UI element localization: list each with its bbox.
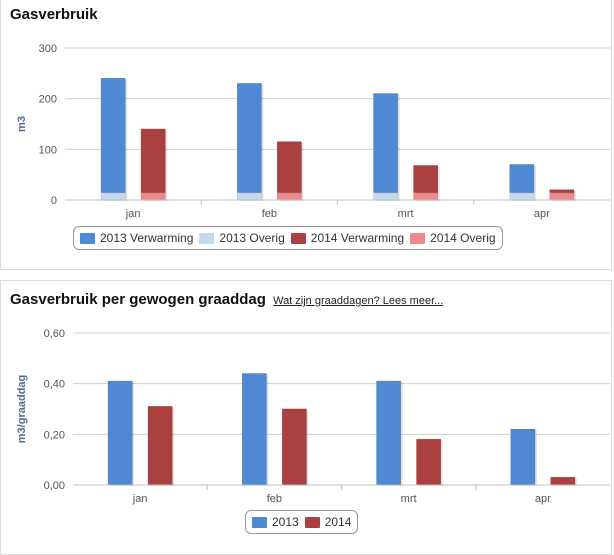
bar-2013-apr — [510, 429, 536, 486]
gasverbruik-chart: 0 100 200 300 m3 jan feb mrt apr — [16, 43, 610, 220]
graaddag-chart: 0,00 0,20 0,40 0,60 m3/graaddag jan feb mrt apr — [16, 328, 610, 505]
legend-item-2014-verwarming[interactable]: 2014 Verwarming — [290, 231, 405, 245]
bar-2014-verwarming-feb — [277, 141, 302, 193]
bar-2013-overig-feb — [237, 192, 262, 201]
legend-label: 2014 Verwarming — [310, 231, 405, 245]
x-tick-label: jan — [125, 208, 141, 220]
legend-swatch — [80, 232, 95, 244]
graaddag-panel: Gasverbruik per gewogen graaddag Wat zij… — [0, 280, 612, 555]
y-tick-label: 0 — [51, 195, 57, 207]
chart2-title: Gasverbruik per gewogen graaddag Wat zij… — [10, 291, 443, 308]
legend-label: 2013 Overig — [219, 231, 285, 245]
bar-2014-feb — [282, 408, 307, 486]
legend-swatch — [410, 232, 426, 244]
legend-item-2013-overig[interactable]: 2013 Overig — [199, 231, 285, 245]
chart2-legend: 2013 2014 — [245, 510, 359, 534]
y-tick-label: 300 — [39, 43, 57, 55]
x-tick-label: apr — [534, 208, 550, 220]
x-tick-label: jan — [132, 493, 148, 505]
legend-swatch — [290, 232, 306, 244]
bar-2014-verwarming-apr — [549, 189, 575, 193]
legend-label: 2013 — [272, 515, 299, 529]
bar-2013-verwarming-mrt — [373, 93, 398, 193]
x-tick-label: mrt — [398, 208, 414, 220]
bar-2014-overig-mrt — [413, 192, 438, 201]
bar-2014-verwarming-jan — [140, 128, 166, 193]
chart1-title: Gasverbruik — [10, 6, 98, 23]
y-tick-label: 0,60 — [44, 328, 65, 340]
x-tick-label: apr — [535, 493, 551, 505]
bar-2014-overig-feb — [277, 192, 302, 201]
bar-2013-jan — [107, 380, 133, 486]
legend-swatch — [199, 232, 215, 244]
bar-2014-overig-jan — [140, 192, 166, 201]
chart2-title-text: Gasverbruik per gewogen graaddag — [10, 291, 266, 308]
bar-2013-overig-apr — [509, 192, 535, 201]
bar-2014-apr — [550, 477, 576, 486]
y-tick-label: 0,20 — [44, 429, 65, 441]
legend-swatch — [252, 516, 267, 528]
x-tick-label: mrt — [401, 493, 417, 505]
bar-2013-overig-jan — [100, 192, 126, 201]
y-axis-label: m3/graaddag — [16, 375, 28, 443]
y-axis-label: m3 — [16, 116, 28, 132]
y-tick-label: 200 — [39, 94, 57, 106]
y-tick-label: 0,00 — [44, 480, 65, 492]
gasverbruik-panel: Gasverbruik 0 100 200 300 m3 jan feb mrt apr 201… — [0, 0, 612, 270]
bar-2013-verwarming-feb — [237, 83, 262, 193]
x-tick-label: feb — [267, 493, 282, 505]
bar-2013-feb — [242, 373, 267, 486]
legend-item-2013[interactable]: 2013 — [252, 515, 299, 529]
legend-label: 2013 Verwarming — [100, 231, 194, 245]
graaddagen-info-link[interactable]: Wat zijn graaddagen? Lees meer... — [273, 295, 444, 307]
y-tick-label: 100 — [39, 144, 57, 156]
bar-2014-mrt — [416, 439, 441, 486]
legend-swatch — [304, 516, 320, 528]
bar-2013-overig-mrt — [373, 192, 398, 201]
legend-item-2014-overig[interactable]: 2014 Overig — [410, 231, 496, 245]
legend-item-2014[interactable]: 2014 — [304, 515, 352, 529]
bar-2014-verwarming-mrt — [413, 165, 438, 193]
y-tick-label: 0,40 — [44, 379, 65, 391]
chart1-legend: 2013 Verwarming 2013 Overig 2014 Verwarm… — [73, 226, 503, 250]
bar-2014-overig-apr — [549, 192, 575, 201]
bar-2013-mrt — [376, 380, 401, 486]
bar-2013-verwarming-apr — [509, 164, 535, 193]
x-tick-label: feb — [262, 208, 277, 220]
legend-label: 2014 Overig — [430, 231, 496, 245]
legend-label: 2014 — [324, 515, 352, 529]
legend-item-2013-verwarming[interactable]: 2013 Verwarming — [80, 231, 193, 245]
bar-2014-jan — [147, 406, 173, 486]
bar-2013-verwarming-jan — [100, 78, 126, 193]
